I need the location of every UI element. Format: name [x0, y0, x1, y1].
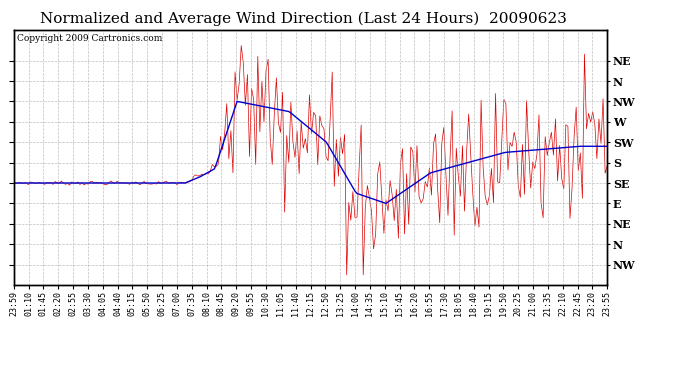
- Text: Normalized and Average Wind Direction (Last 24 Hours)  20090623: Normalized and Average Wind Direction (L…: [40, 11, 567, 26]
- Text: Copyright 2009 Cartronics.com: Copyright 2009 Cartronics.com: [17, 34, 162, 43]
